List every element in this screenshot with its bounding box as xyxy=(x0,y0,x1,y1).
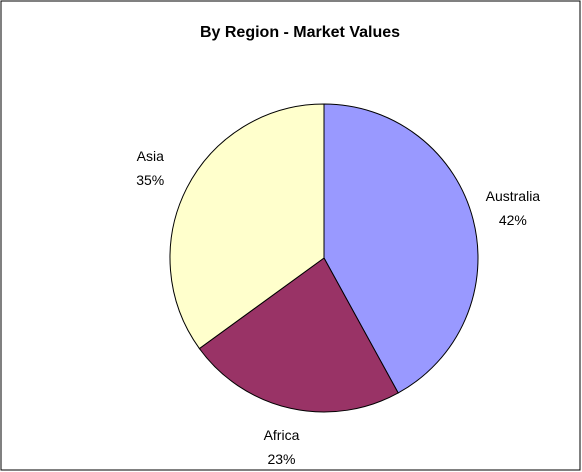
slice-label: Africa xyxy=(264,427,300,443)
pie-slice xyxy=(169,103,325,350)
pie-slice xyxy=(198,257,399,413)
slice-label: Asia xyxy=(137,148,164,164)
slice-value-label: 42% xyxy=(499,212,527,228)
slice-value-label: 35% xyxy=(136,172,164,188)
slice-value-label: 23% xyxy=(267,451,295,467)
chart-title: By Region - Market Values xyxy=(200,24,400,41)
pie-slice xyxy=(323,103,479,394)
slice-label: Australia xyxy=(486,188,541,204)
